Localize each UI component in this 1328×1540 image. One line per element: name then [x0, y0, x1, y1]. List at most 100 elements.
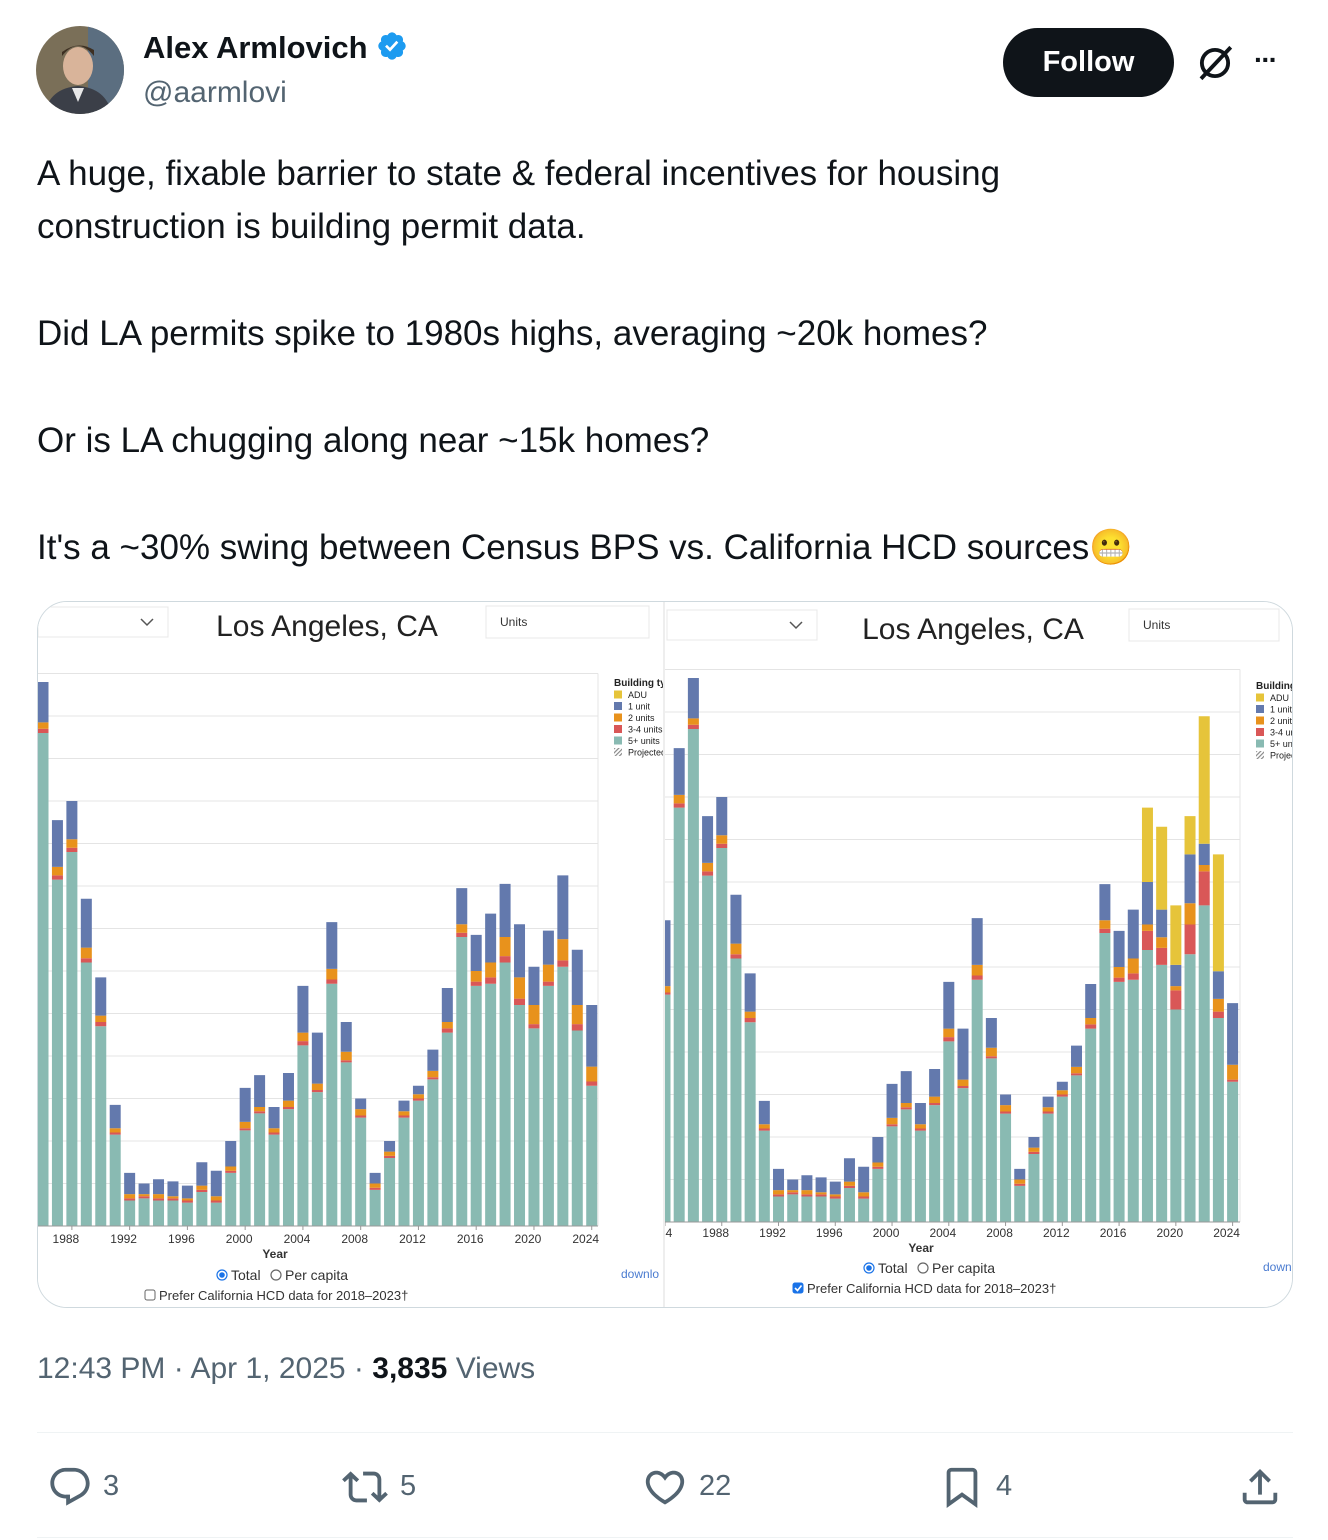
x-tick-label: 2016 [1100, 1226, 1127, 1240]
bar-segment [514, 977, 526, 999]
bar-segment [1099, 884, 1111, 921]
bar-segment [914, 1128, 926, 1131]
bar-segment [311, 1090, 323, 1093]
bookmark-icon[interactable] [939, 1464, 985, 1510]
bar-segment [1184, 816, 1196, 855]
bar-segment [716, 848, 728, 1222]
bar-segment [1227, 1003, 1239, 1065]
bar-segment [470, 971, 482, 982]
more-button[interactable]: ··· [1254, 44, 1278, 75]
bar-segment [470, 985, 482, 1226]
bar-segment [929, 1105, 941, 1222]
chart-title: Los Angeles, CA [862, 613, 1084, 646]
bar-segment [441, 1032, 453, 1226]
bar-segment [557, 960, 569, 967]
bar-segment [138, 1183, 150, 1195]
bar-segment [528, 1028, 540, 1226]
bar-segment [1056, 1094, 1068, 1097]
bar-segment [957, 1028, 969, 1080]
bar-segment [1113, 930, 1125, 967]
bar-segment [297, 1041, 309, 1046]
bar-segment [1212, 854, 1224, 972]
bar-segment [787, 1192, 799, 1195]
bar-segment [687, 718, 699, 725]
bar-segment [843, 1188, 855, 1222]
legend-title: Building ty [614, 678, 666, 689]
bar-segment [730, 958, 742, 1222]
author-handle[interactable]: @aarmlovi [143, 76, 287, 109]
bar-segment [470, 981, 482, 986]
bar-segment [138, 1198, 150, 1226]
x-tick-label: 1992 [110, 1232, 137, 1246]
bar-segment [528, 1024, 540, 1029]
author-name[interactable]: Alex Armlovich [143, 30, 408, 66]
bar-segment [1000, 1105, 1012, 1112]
bar-segment [1042, 1111, 1054, 1114]
bar-segment [900, 1109, 912, 1222]
bar-segment [239, 1128, 251, 1131]
checkbox[interactable] [792, 1282, 804, 1294]
radio[interactable] [917, 1262, 929, 1274]
bar-segment [297, 1045, 309, 1226]
bar-segment [340, 1051, 352, 1061]
repost-icon[interactable] [342, 1464, 388, 1510]
bar-segment [80, 958, 92, 963]
bar-segment [801, 1194, 813, 1197]
bar-segment [499, 937, 511, 957]
x-tick-label: 2004 [929, 1226, 956, 1240]
reply-icon[interactable] [47, 1464, 93, 1510]
bar-segment [384, 1141, 396, 1152]
bar-segment [687, 678, 699, 719]
media[interactable]: 1988 1992 1996 2000 2004 2008 2012 2016 2020 2024… [37, 601, 1293, 1308]
bar-segment [398, 1111, 410, 1116]
bar-segment [758, 1124, 770, 1129]
grok-icon[interactable] [1194, 42, 1236, 84]
bar-segment [1056, 1096, 1068, 1222]
repost-count: 5 [400, 1470, 417, 1502]
bar-segment [1014, 1185, 1026, 1222]
bar-segment [499, 956, 511, 963]
bar-segment [1212, 971, 1224, 999]
share-icon[interactable] [1237, 1464, 1283, 1510]
bar-segment [225, 1166, 237, 1171]
bar-segment [282, 1109, 294, 1226]
bar-segment [369, 1187, 381, 1190]
separator: · [353, 1352, 364, 1385]
download-link[interactable]: down [1263, 1260, 1292, 1274]
bar-segment [398, 1115, 410, 1118]
x-tick-label: 1988 [53, 1232, 80, 1246]
bar-segment [326, 922, 338, 969]
chart-title: Los Angeles, CA [216, 610, 438, 643]
bar-segment [528, 1005, 540, 1025]
bar-segment [1071, 1066, 1083, 1074]
bar-segment [326, 983, 338, 1226]
bar-segment [398, 1100, 410, 1112]
checkbox[interactable] [144, 1289, 156, 1301]
author-name-text[interactable]: Alex Armlovich [143, 30, 368, 65]
bar-segment [514, 998, 526, 1005]
bar-segment [1141, 950, 1153, 1222]
verified-badge [378, 32, 406, 60]
paragraph: Did LA permits spike to 1980s highs, ave… [37, 314, 988, 353]
bar-segment [1156, 826, 1168, 910]
bar-segment [1156, 964, 1168, 1222]
like-icon[interactable] [642, 1464, 688, 1510]
download-link[interactable]: downlo [621, 1267, 659, 1281]
follow-button[interactable]: Follow [1003, 28, 1174, 97]
time[interactable]: 12:43 PM [37, 1352, 166, 1385]
bar-segment [124, 1172, 136, 1195]
bar-segment [1085, 1018, 1097, 1025]
bar-segment [1198, 865, 1210, 872]
x-tick-label: 2012 [1043, 1226, 1070, 1240]
bar-segment [95, 1022, 107, 1027]
avatar[interactable] [36, 26, 124, 114]
bar-segment [985, 1018, 997, 1048]
bar-segment [787, 1179, 799, 1191]
date[interactable]: Apr 1, 2025 [190, 1352, 346, 1385]
bar-segment [872, 1166, 884, 1169]
x-tick-label: 1984 [646, 1226, 673, 1240]
radio[interactable] [270, 1269, 282, 1281]
bar-segment [355, 1109, 367, 1116]
x-tick-label: 2000 [873, 1226, 900, 1240]
bar-segment [702, 862, 714, 872]
